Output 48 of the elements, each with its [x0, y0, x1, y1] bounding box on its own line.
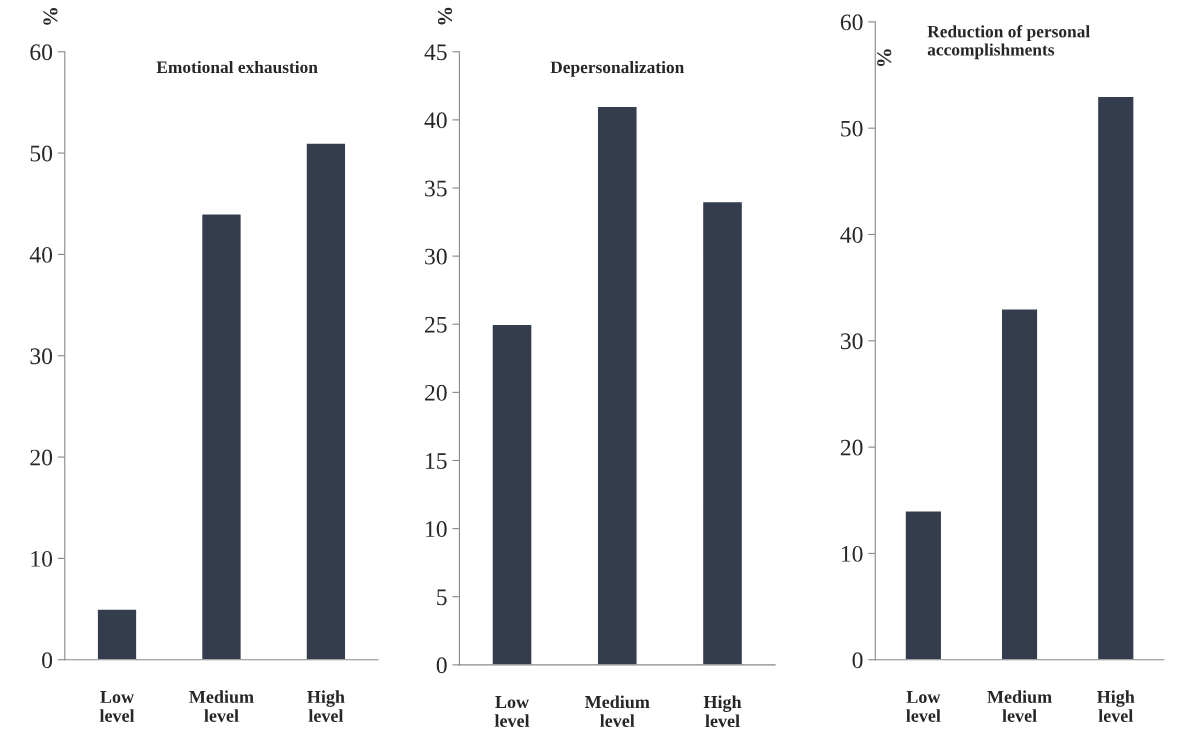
bar	[200, 213, 243, 660]
chart-title: Emotional exhaustion	[156, 60, 318, 74]
y-tick-label: 45	[424, 44, 447, 61]
x-tick-label: Low level	[494, 696, 530, 727]
y-tick-label: 20	[30, 449, 53, 466]
bar	[305, 142, 347, 660]
y-tick-label: 30	[840, 333, 863, 350]
bar	[491, 323, 533, 665]
y-tick-label: 20	[840, 439, 863, 456]
y-tick-label: 15	[426, 453, 447, 469]
x-tick-label: Medium level	[584, 695, 650, 727]
y-tick-label: 5	[437, 589, 447, 606]
y-tick-label: 20	[425, 384, 447, 401]
y-tick-label: 30	[425, 248, 447, 265]
bar	[596, 105, 638, 665]
y-tick-label: 40	[424, 112, 447, 129]
y-tick-label: 50	[30, 145, 53, 162]
y-tick-label: 25	[425, 316, 447, 333]
y-axis-title: %	[43, 8, 58, 25]
y-tick-label: 30	[30, 348, 53, 365]
x-tick-label: Low level	[99, 691, 135, 722]
y-tick-label: 40	[840, 226, 863, 243]
y-tick-label: 0	[42, 652, 53, 669]
bar	[96, 608, 138, 660]
x-tick-label: Medium level	[987, 690, 1052, 722]
bar	[904, 510, 943, 660]
chart-title: Depersonalization	[550, 60, 685, 77]
y-tick-label: 10	[841, 545, 863, 562]
x-tick-label: Low level	[906, 691, 941, 722]
y-axis-title: %	[437, 7, 453, 25]
bar	[701, 200, 744, 665]
y-tick-label: 40	[29, 246, 53, 263]
x-tick-label: High level	[703, 695, 742, 728]
x-tick-label: Medium level	[189, 690, 254, 722]
x-tick-label: High level	[307, 690, 345, 723]
y-tick-label: 60	[30, 44, 53, 61]
y-tick-label: 0	[852, 652, 863, 669]
y-tick-label: 60	[840, 14, 863, 31]
y-tick-label: 35	[425, 180, 447, 197]
bar	[1096, 95, 1135, 660]
x-tick-label: High level	[1097, 690, 1135, 723]
y-tick-label: 0	[436, 657, 447, 674]
y-axis-title: %	[877, 49, 892, 67]
y-tick-label: 10	[31, 550, 53, 567]
y-tick-label: 50	[841, 120, 863, 137]
bar	[1000, 308, 1039, 660]
y-tick-label: 10	[426, 521, 447, 538]
text: Reduction of personal accomplishments	[927, 25, 1090, 60]
